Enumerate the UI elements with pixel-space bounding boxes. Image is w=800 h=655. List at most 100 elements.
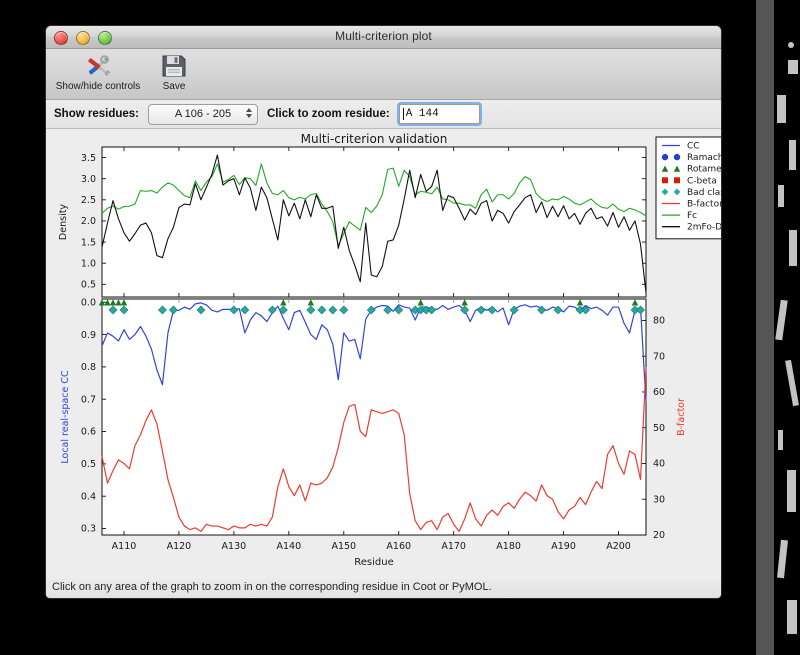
legend-marker-triangle [673,165,681,172]
show-residues-label: Show residues: [54,108,139,120]
minimize-button[interactable] [76,31,90,45]
legend-label: B-factor [687,200,721,210]
chevron-updown-icon [246,107,252,118]
cc-axis-label: Local real-space CC [60,370,71,464]
bad-clash-marker[interactable] [509,305,519,315]
x-tick-label: A150 [331,541,356,552]
x-tick-label: A120 [167,541,192,552]
chart-legend: CCRamachandran RotamerC-beta Bad clash B-fa… [655,136,721,240]
zoom-residue-value: A 144 [405,108,439,120]
zoom-residue-label: Click to zoom residue: [267,108,390,120]
bad-clash-marker[interactable] [460,305,470,315]
plot-area[interactable]: Multi-criterion validation 0.5 1.0 1.5 2.0 2.… [46,129,721,579]
bad-clash-marker[interactable] [636,305,645,315]
bad-clash-marker[interactable] [240,305,250,315]
chart-svg[interactable]: Multi-criterion validation 0.5 1.0 1.5 2.0 2.… [46,129,721,579]
series-bfactor [101,366,647,533]
legend-marker-triangle [661,165,669,172]
y-tick-label: 3.5 [81,153,96,164]
multi-criterion-figure[interactable]: Multi-criterion validation 0.5 1.0 1.5 2.0 2.… [46,129,721,579]
zoom-button[interactable] [98,31,112,45]
desktop-speck [778,185,784,207]
y-tick-label-left: 0.3 [81,524,96,535]
legend-marker-square [662,177,668,184]
rotamer-marker[interactable] [576,299,584,306]
bad-clash-marker[interactable] [158,305,167,315]
legend-label: C-beta [687,176,717,186]
rotamer-marker[interactable] [109,299,117,306]
show-hide-controls-button[interactable]: Show/hide controls [52,49,144,92]
floppy-disk-icon [161,52,187,79]
y-tick-label-left: 0.8 [81,362,96,373]
desktop-speck [789,140,796,170]
desktop-stripe [756,0,774,655]
legend-label: Rotamer [687,165,721,175]
bfactor-axis-label: B-factor [676,398,687,436]
bad-clash-marker[interactable] [487,305,497,315]
y-tick-label-left: 0.9 [81,330,96,341]
bad-clash-marker[interactable] [394,305,404,315]
legend-label: Ramachandran [687,153,721,163]
bad-clash-marker[interactable] [553,305,563,315]
bad-clash-marker[interactable] [537,305,547,315]
rotamer-marker[interactable] [115,299,122,306]
legend-label: 2mFo-DFc [687,223,721,233]
rotamer-marker[interactable] [307,299,315,306]
series-fc [101,163,647,246]
chart-title: Multi-criterion validation [301,132,448,146]
rotamer-marker[interactable] [120,299,128,306]
bad-clash-marker[interactable] [476,305,486,315]
rotamer-marker[interactable] [98,299,106,306]
y-tick-label-left: 0.7 [81,394,96,405]
window-titlebar[interactable]: Multi-criterion plot [46,26,721,49]
rotamer-marker[interactable] [104,299,111,306]
bad-clash-marker[interactable] [119,305,129,315]
bad-clash-marker[interactable] [169,305,178,315]
bad-clash-marker[interactable] [306,305,316,315]
rotamer-marker[interactable] [280,299,287,306]
rotamer-marker[interactable] [631,299,639,306]
bad-clash-marker[interactable] [581,305,590,315]
desktop-speck [777,95,786,123]
show-hide-controls-label: Show/hide controls [55,81,141,92]
window-controls [54,31,112,45]
y-tick-label: 3.0 [81,174,96,185]
desktop-speck [789,230,797,266]
save-button[interactable]: Save [148,49,200,92]
status-text: Click on any area of the graph to zoom i… [52,581,492,593]
x-axis-label: Residue [354,557,393,568]
bad-clash-marker[interactable] [427,305,437,315]
y-tick-label-right: 80 [653,316,665,327]
y-tick-label-right: 70 [653,351,665,362]
bad-clash-marker[interactable] [317,305,327,315]
bad-clash-marker[interactable] [108,305,118,315]
rotamer-marker[interactable] [417,299,424,306]
desktop-speck [778,430,783,450]
zoom-residue-input[interactable]: A 144 [398,104,480,124]
legend-box [655,136,721,240]
y-tick-label-right: 40 [653,459,665,470]
x-tick-label: A200 [606,541,631,552]
desktop-speck [788,60,798,74]
desktop-speck [788,42,794,48]
bad-clash-marker[interactable] [383,305,393,315]
legend-marker-circle [661,153,669,161]
desktop-speck [785,359,799,407]
desktop-speck [787,600,797,634]
bad-clash-marker[interactable] [328,305,338,315]
close-button[interactable] [54,31,68,45]
y-tick-label-right: 30 [653,494,665,505]
y-tick-label: 1.5 [81,237,96,248]
bad-clash-marker[interactable] [366,305,376,315]
x-tick-label: A180 [496,541,521,552]
bad-clash-marker[interactable] [229,305,239,315]
desktop-speck [775,299,788,341]
bad-clash-marker[interactable] [278,305,288,315]
y-tick-label-right: 20 [653,530,665,541]
bad-clash-marker[interactable] [339,305,349,315]
y-tick-label: 2.5 [81,195,96,206]
residue-range-select[interactable]: A 106 - 205 [148,103,258,125]
rotamer-marker[interactable] [461,299,468,306]
bad-clash-marker[interactable] [196,305,206,315]
bad-clash-marker[interactable] [267,305,277,315]
